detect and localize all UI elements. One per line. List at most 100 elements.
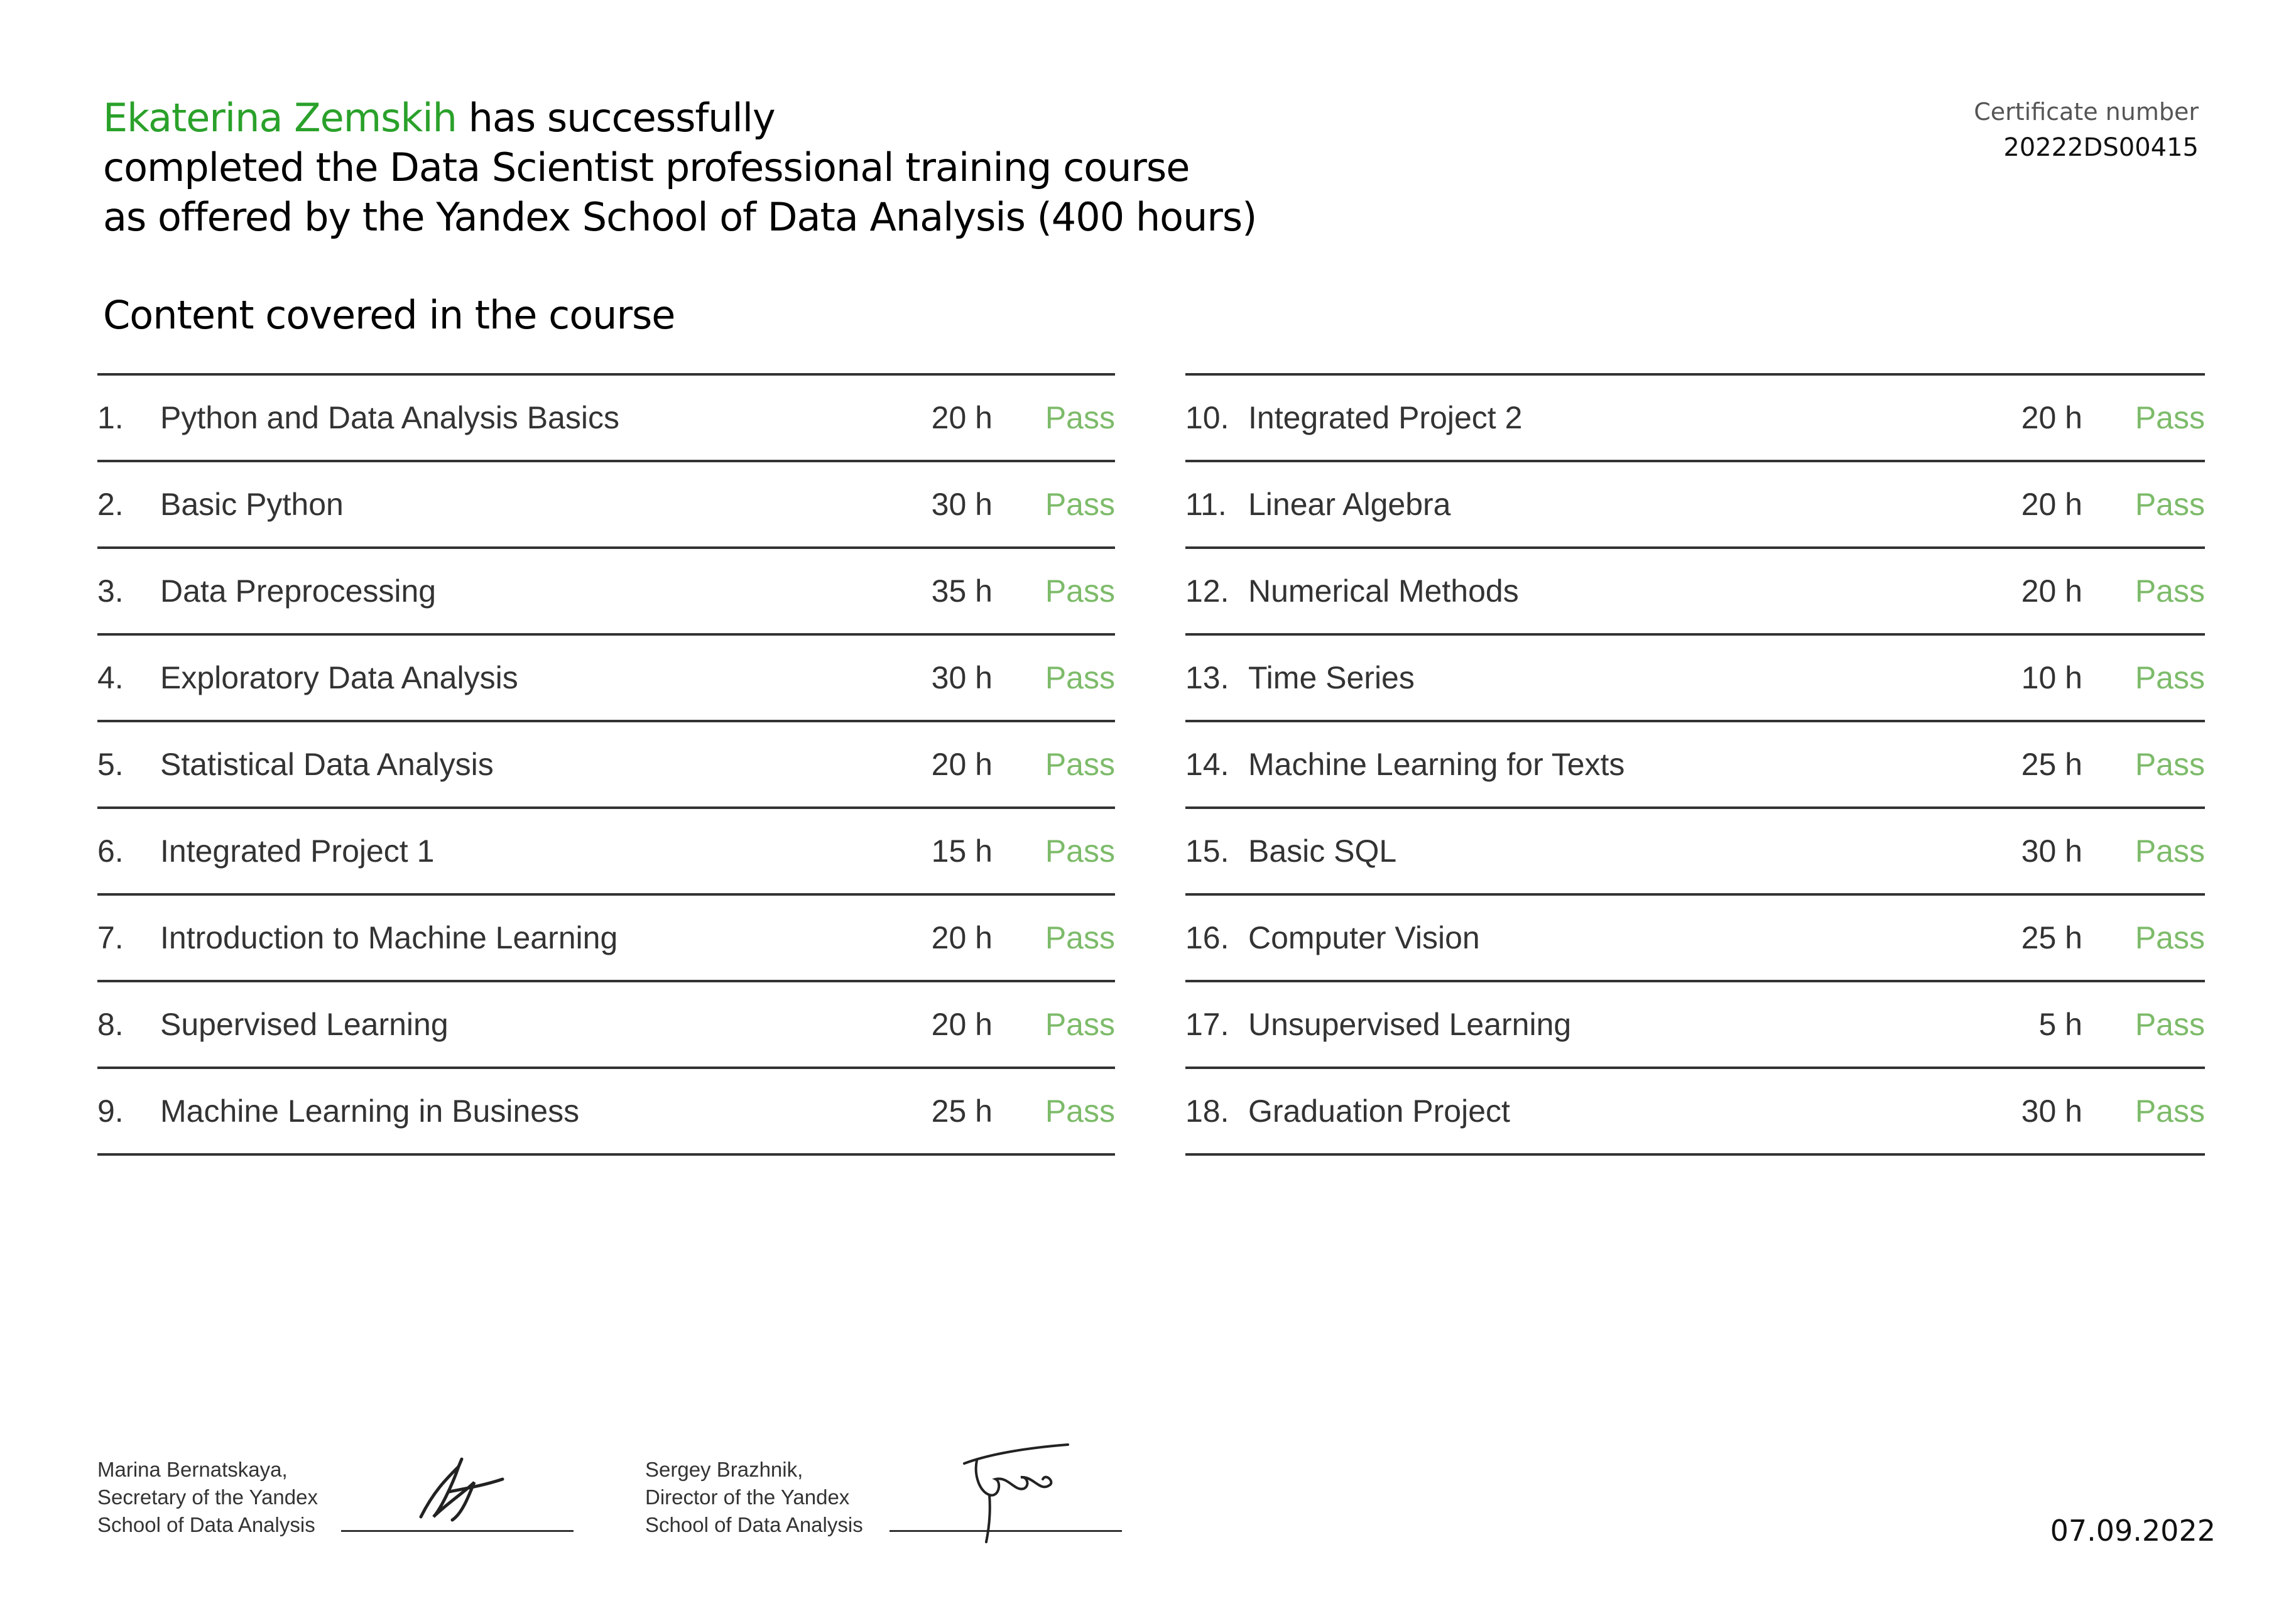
course-row: 14. Machine Learning for Texts 25 h Pass — [1185, 722, 2205, 809]
course-hours: 20 h — [931, 400, 993, 435]
course-result: Pass — [1045, 487, 1115, 522]
signatory-name: Marina Bernatskaya, — [97, 1458, 288, 1481]
course-row: 3. Data Preprocessing 35 h Pass — [97, 549, 1115, 636]
course-row: 6. Integrated Project 1 15 h Pass — [97, 809, 1115, 896]
statement-line-1: Ekaterina Zemskih has successfully — [103, 93, 1256, 143]
course-number: 3. — [97, 573, 124, 609]
course-number: 9. — [97, 1094, 124, 1129]
course-title: Unsupervised Learning — [1248, 1007, 1572, 1042]
course-title: Data Preprocessing — [160, 573, 437, 609]
course-number: 4. — [97, 660, 124, 695]
course-result: Pass — [2135, 487, 2205, 522]
course-hours: 20 h — [2021, 573, 2082, 609]
signatory-org: School of Data Analysis — [645, 1513, 863, 1536]
course-result: Pass — [1045, 1007, 1115, 1042]
course-result: Pass — [2135, 660, 2205, 695]
course-hours: 30 h — [931, 487, 993, 522]
section-title: Content covered in the course — [103, 292, 675, 338]
course-number: 5. — [97, 747, 124, 782]
course-row: 17. Unsupervised Learning 5 h Pass — [1185, 982, 2205, 1069]
course-row: 7. Introduction to Machine Learning 20 h Pa… — [97, 896, 1115, 982]
course-row: 4. Exploratory Data Analysis 30 h Pass — [97, 636, 1115, 722]
course-row: 1. Python and Data Analysis Basics 20 h Pas… — [97, 376, 1115, 462]
signatory-title: Secretary of the Yandex — [97, 1485, 318, 1509]
course-number: 2. — [97, 487, 124, 522]
certificate-number: 20222DS00415 — [2003, 133, 2199, 162]
course-hours: 25 h — [2021, 920, 2082, 955]
course-list-right: 10. Integrated Project 2 20 h Pass 11. Linear… — [1185, 373, 2205, 1156]
course-title: Numerical Methods — [1248, 573, 1519, 609]
course-row: 9. Machine Learning in Business 25 h Pass — [97, 1069, 1115, 1156]
signatory-director: Sergey Brazhnik, Director of the Yandex … — [645, 1456, 863, 1539]
recipient-name: Ekaterina Zemskih — [103, 95, 457, 141]
statement-line-2: completed the Data Scientist professiona… — [103, 144, 1190, 190]
course-number: 13. — [1185, 660, 1229, 695]
course-result: Pass — [2135, 1094, 2205, 1129]
course-number: 17. — [1185, 1007, 1229, 1042]
certificate-statement: Ekaterina Zemskih has successfully compl… — [103, 93, 1257, 242]
course-result: Pass — [2135, 400, 2205, 435]
course-row: 12. Numerical Methods 20 h Pass — [1185, 549, 2205, 636]
certificate-number-label: Certificate number — [1974, 98, 2199, 126]
course-hours: 20 h — [2021, 400, 2082, 435]
course-result: Pass — [2135, 1007, 2205, 1042]
course-title: Statistical Data Analysis — [160, 747, 494, 782]
course-number: 11. — [1185, 487, 1227, 522]
course-title: Basic Python — [160, 487, 344, 522]
course-title: Python and Data Analysis Basics — [160, 400, 619, 435]
signatory-title: Director of the Yandex — [645, 1485, 850, 1509]
course-hours: 20 h — [931, 920, 993, 955]
signatory-secretary: Marina Bernatskaya, Secretary of the Yan… — [97, 1456, 318, 1539]
course-number: 18. — [1185, 1094, 1229, 1129]
course-row: 18. Graduation Project 30 h Pass — [1185, 1069, 2205, 1156]
course-result: Pass — [2135, 573, 2205, 609]
signatory-name: Sergey Brazhnik, — [645, 1458, 803, 1481]
course-row: 10. Integrated Project 2 20 h Pass — [1185, 376, 2205, 462]
course-number: 7. — [97, 920, 124, 955]
course-row: 5. Statistical Data Analysis 20 h Pass — [97, 722, 1115, 809]
signature-scribble — [963, 1443, 1069, 1543]
course-title: Time Series — [1248, 660, 1415, 695]
course-result: Pass — [1045, 920, 1115, 955]
signature-line — [341, 1530, 574, 1532]
course-number: 10. — [1185, 400, 1229, 435]
course-number: 1. — [97, 400, 124, 435]
signature-line — [890, 1530, 1122, 1532]
course-title: Introduction to Machine Learning — [160, 920, 618, 955]
course-title: Computer Vision — [1248, 920, 1480, 955]
statement-line-1-rest: has successfully — [456, 95, 776, 141]
course-row: 13. Time Series 10 h Pass — [1185, 636, 2205, 722]
issue-date: 07.09.2022 — [2050, 1514, 2216, 1548]
certificate-number-block: Certificate number 20222DS00415 — [1974, 94, 2199, 166]
course-title: Basic SQL — [1248, 833, 1397, 869]
course-list-left: 1. Python and Data Analysis Basics 20 h Pas… — [97, 373, 1115, 1156]
signature-scribble — [419, 1457, 504, 1522]
course-hours: 30 h — [931, 660, 993, 695]
course-row: 2. Basic Python 30 h Pass — [97, 462, 1115, 549]
course-number: 16. — [1185, 920, 1229, 955]
course-row: 16. Computer Vision 25 h Pass — [1185, 896, 2205, 982]
course-number: 15. — [1185, 833, 1229, 869]
course-result: Pass — [1045, 400, 1115, 435]
course-result: Pass — [1045, 573, 1115, 609]
course-hours: 35 h — [931, 573, 993, 609]
course-row: 8. Supervised Learning 20 h Pass — [97, 982, 1115, 1069]
course-result: Pass — [1045, 833, 1115, 869]
course-result: Pass — [2135, 920, 2205, 955]
course-hours: 20 h — [2021, 487, 2082, 522]
course-result: Pass — [1045, 660, 1115, 695]
signatory-org: School of Data Analysis — [97, 1513, 315, 1536]
course-result: Pass — [2135, 747, 2205, 782]
course-result: Pass — [1045, 747, 1115, 782]
course-result: Pass — [1045, 1094, 1115, 1129]
course-number: 6. — [97, 833, 124, 869]
course-hours: 20 h — [931, 747, 993, 782]
course-number: 12. — [1185, 573, 1229, 609]
course-hours: 30 h — [2021, 833, 2082, 869]
course-title: Supervised Learning — [160, 1007, 449, 1042]
statement-line-3: as offered by the Yandex School of Data … — [103, 194, 1257, 240]
course-title: Machine Learning in Business — [160, 1094, 580, 1129]
course-title: Graduation Project — [1248, 1094, 1510, 1129]
course-hours: 15 h — [931, 833, 993, 869]
course-number: 8. — [97, 1007, 124, 1042]
